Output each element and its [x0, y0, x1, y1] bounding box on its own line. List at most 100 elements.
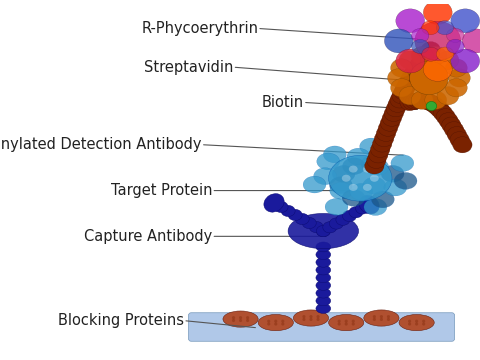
- Ellipse shape: [288, 209, 302, 221]
- Ellipse shape: [293, 310, 329, 326]
- Ellipse shape: [239, 319, 242, 322]
- Ellipse shape: [329, 218, 343, 229]
- Ellipse shape: [376, 125, 396, 141]
- Ellipse shape: [381, 165, 404, 182]
- Ellipse shape: [349, 184, 358, 191]
- Ellipse shape: [446, 39, 464, 53]
- Ellipse shape: [387, 318, 390, 321]
- Ellipse shape: [352, 320, 355, 323]
- Ellipse shape: [436, 21, 454, 35]
- Ellipse shape: [390, 92, 409, 108]
- Ellipse shape: [422, 47, 439, 61]
- Ellipse shape: [415, 49, 434, 66]
- Ellipse shape: [431, 102, 450, 118]
- Ellipse shape: [310, 318, 312, 321]
- Ellipse shape: [329, 156, 392, 201]
- Ellipse shape: [350, 183, 373, 200]
- Ellipse shape: [223, 311, 258, 327]
- Ellipse shape: [369, 147, 388, 163]
- Ellipse shape: [403, 94, 422, 110]
- Ellipse shape: [332, 165, 355, 182]
- Ellipse shape: [384, 179, 407, 196]
- Text: Blocking Proteins: Blocking Proteins: [58, 313, 184, 328]
- Ellipse shape: [316, 225, 330, 237]
- Ellipse shape: [453, 137, 472, 153]
- Ellipse shape: [450, 131, 469, 148]
- Ellipse shape: [316, 273, 331, 283]
- Ellipse shape: [316, 288, 331, 298]
- Ellipse shape: [258, 315, 293, 331]
- Ellipse shape: [408, 60, 427, 76]
- Ellipse shape: [246, 316, 249, 319]
- Ellipse shape: [361, 155, 384, 172]
- Ellipse shape: [316, 296, 331, 306]
- Ellipse shape: [302, 315, 306, 318]
- Ellipse shape: [363, 184, 372, 191]
- Ellipse shape: [422, 320, 425, 323]
- Ellipse shape: [396, 9, 425, 33]
- Ellipse shape: [316, 265, 331, 275]
- Ellipse shape: [232, 319, 235, 322]
- Ellipse shape: [422, 95, 442, 111]
- Ellipse shape: [380, 318, 383, 321]
- Text: Biotin: Biotin: [262, 95, 304, 110]
- Ellipse shape: [362, 199, 376, 210]
- Ellipse shape: [420, 94, 439, 110]
- Ellipse shape: [448, 69, 470, 87]
- Ellipse shape: [349, 166, 358, 172]
- Ellipse shape: [400, 73, 419, 89]
- Ellipse shape: [367, 152, 386, 168]
- Ellipse shape: [394, 84, 413, 100]
- Ellipse shape: [421, 21, 439, 35]
- Ellipse shape: [462, 29, 480, 53]
- Ellipse shape: [426, 102, 437, 111]
- Ellipse shape: [347, 148, 370, 165]
- Ellipse shape: [316, 257, 331, 267]
- Ellipse shape: [264, 194, 284, 212]
- Ellipse shape: [409, 61, 448, 95]
- Ellipse shape: [352, 323, 355, 325]
- Ellipse shape: [345, 320, 348, 323]
- Ellipse shape: [402, 69, 421, 85]
- Ellipse shape: [406, 63, 425, 79]
- Text: Biotinylated Detection Antibody: Biotinylated Detection Antibody: [0, 137, 202, 152]
- Ellipse shape: [371, 141, 390, 157]
- FancyBboxPatch shape: [189, 313, 455, 341]
- Ellipse shape: [295, 213, 309, 225]
- Ellipse shape: [337, 320, 341, 323]
- Ellipse shape: [342, 175, 350, 182]
- Ellipse shape: [451, 49, 480, 73]
- Ellipse shape: [345, 323, 348, 325]
- Ellipse shape: [267, 323, 270, 325]
- Ellipse shape: [310, 315, 312, 318]
- Ellipse shape: [232, 316, 235, 319]
- Ellipse shape: [309, 221, 324, 233]
- Ellipse shape: [359, 195, 379, 214]
- Ellipse shape: [364, 310, 399, 326]
- Ellipse shape: [388, 69, 409, 87]
- Ellipse shape: [316, 318, 320, 321]
- Ellipse shape: [391, 59, 412, 77]
- Ellipse shape: [378, 120, 397, 136]
- Ellipse shape: [421, 42, 440, 58]
- Ellipse shape: [342, 189, 365, 206]
- Ellipse shape: [316, 250, 331, 260]
- Ellipse shape: [281, 320, 285, 323]
- Ellipse shape: [411, 91, 433, 109]
- Text: Target Protein: Target Protein: [111, 183, 212, 198]
- Ellipse shape: [408, 323, 411, 325]
- Ellipse shape: [408, 320, 411, 323]
- Ellipse shape: [391, 155, 414, 172]
- Ellipse shape: [425, 46, 446, 65]
- Ellipse shape: [423, 0, 452, 24]
- Ellipse shape: [317, 153, 340, 170]
- Ellipse shape: [436, 47, 454, 61]
- Ellipse shape: [325, 198, 348, 215]
- Ellipse shape: [386, 101, 406, 117]
- Ellipse shape: [281, 205, 295, 217]
- Ellipse shape: [425, 91, 446, 109]
- Ellipse shape: [274, 201, 288, 212]
- Ellipse shape: [380, 115, 399, 131]
- Ellipse shape: [414, 93, 433, 109]
- Ellipse shape: [349, 207, 363, 218]
